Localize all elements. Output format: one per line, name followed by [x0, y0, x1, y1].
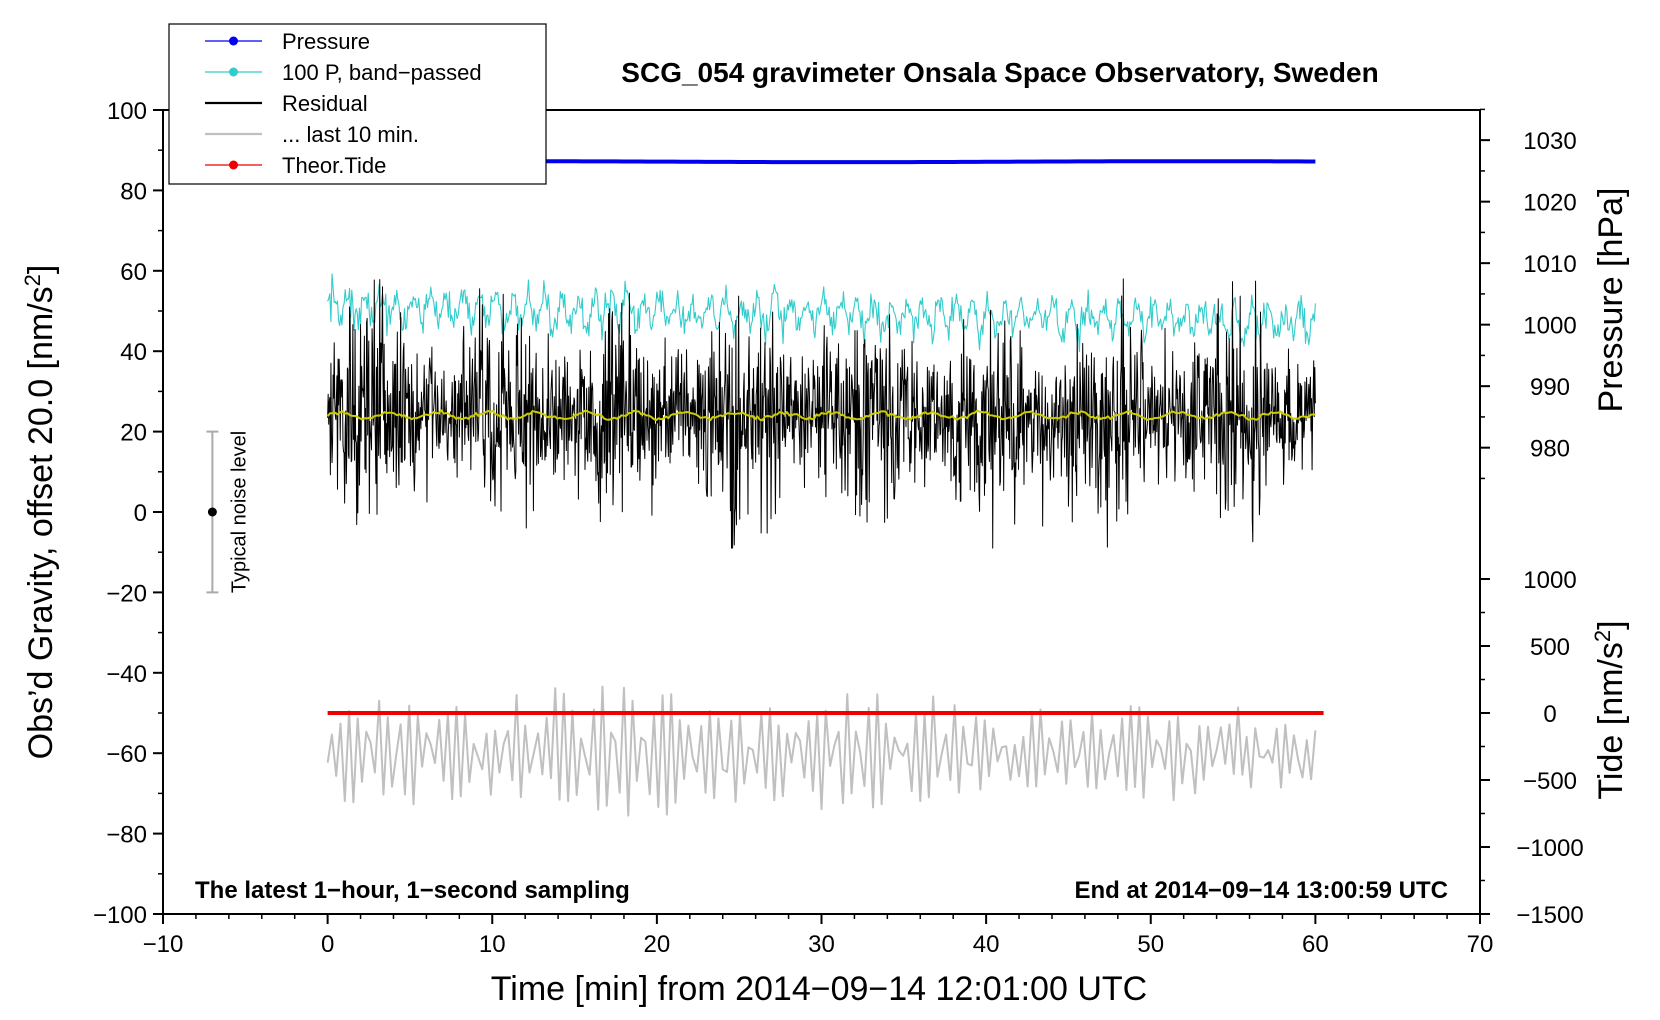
note-sampling: The latest 1−hour, 1−second sampling [195, 877, 630, 904]
noise-level-label: Typical noise level [228, 431, 250, 593]
noise-level-bar [206, 430, 219, 594]
y-axis-title-pressure: Pressure [hPa] [1592, 188, 1630, 413]
y-tick-label-left: 20 [120, 420, 147, 447]
y-axis-title-left: Obs’d Gravity, offset 20.0 [nm/s2] [20, 265, 60, 760]
note-end-time: End at 2014−09−14 13:00:59 UTC [1074, 877, 1448, 904]
tide-tick-label: 1000 [1523, 567, 1576, 594]
y-axis-title-tide-sup: 2 [1590, 630, 1615, 642]
legend-marker [229, 160, 238, 170]
tide-tick-label: 500 [1530, 634, 1570, 661]
x-tick-label: −10 [143, 931, 184, 958]
y-axis-title-tide: Tide [nm/s2] [1590, 620, 1630, 799]
x-tick-label: 60 [1302, 931, 1329, 958]
y-axis-title-tide-close: ] [1592, 620, 1630, 629]
chart-title: SCG_054 gravimeter Onsala Space Observat… [621, 57, 1378, 88]
y-tick-label-left: −20 [106, 580, 147, 607]
y-tick-label-left: −80 [106, 822, 147, 849]
x-tick-label: 30 [808, 931, 835, 958]
pressure-tick-label: 1000 [1523, 313, 1576, 340]
series-pressure-bandpassed [327, 273, 1316, 353]
y-tick-label-left: −100 [93, 902, 147, 929]
y-axis-title-left-text: Obs’d Gravity, offset 20.0 [nm/s [22, 286, 60, 759]
pressure-tick-label: 980 [1530, 436, 1570, 463]
pressure-tick-label: 1030 [1523, 128, 1576, 155]
tide-tick-label: 0 [1543, 701, 1556, 728]
y-axis-title-tide-text: Tide [nm/s [1592, 642, 1630, 799]
tide-tick-label: −1500 [1516, 902, 1583, 929]
y-tick-label-left: 40 [120, 339, 147, 366]
y-tick-label-left: 100 [107, 98, 147, 125]
legend-label: ... last 10 min. [282, 122, 419, 147]
legend-label: Theor.Tide [282, 153, 386, 178]
legend: Pressure 100 P, band−passed Residual ... la… [168, 23, 547, 185]
y-tick-label-left: 60 [120, 259, 147, 286]
tide-tick-label: −500 [1523, 768, 1577, 795]
x-tick-label: 50 [1137, 931, 1164, 958]
y-axis-title-left-close: ] [22, 265, 60, 274]
legend-marker [229, 36, 238, 46]
x-axis-title: Time [min] from 2014−09−14 12:01:00 UTC [491, 970, 1147, 1008]
y-tick-label-left: 80 [120, 178, 147, 205]
pressure-tick-label: 1020 [1523, 190, 1576, 217]
x-tick-label: 0 [321, 931, 334, 958]
pressure-tick-label: 990 [1530, 374, 1570, 401]
y-tick-label-left: −60 [106, 741, 147, 768]
x-tick-label: 70 [1467, 931, 1494, 958]
legend-marker [229, 67, 238, 77]
x-tick-label: 10 [479, 931, 506, 958]
legend-label: Pressure [282, 29, 370, 54]
series-layer [326, 159, 1324, 817]
x-tick-label: 20 [644, 931, 671, 958]
series-residual [327, 278, 1316, 549]
series-last-10-min [326, 685, 1317, 817]
tide-tick-label: −1000 [1516, 835, 1583, 862]
noise-bar-point [207, 507, 217, 517]
series-running-mean [326, 409, 1316, 422]
tick-layer: −10 0 10 20 30 40 50 60 70100806040200−20−40−60−… [93, 98, 1584, 958]
pressure-tick-label: 1010 [1523, 251, 1576, 278]
legend-label: Residual [282, 91, 368, 116]
y-tick-label-left: −40 [106, 661, 147, 688]
x-tick-label: 40 [973, 931, 1000, 958]
y-axis-title-left-sup: 2 [20, 274, 45, 286]
y-tick-label-left: 0 [134, 500, 147, 527]
legend-label: 100 P, band−passed [282, 60, 482, 85]
